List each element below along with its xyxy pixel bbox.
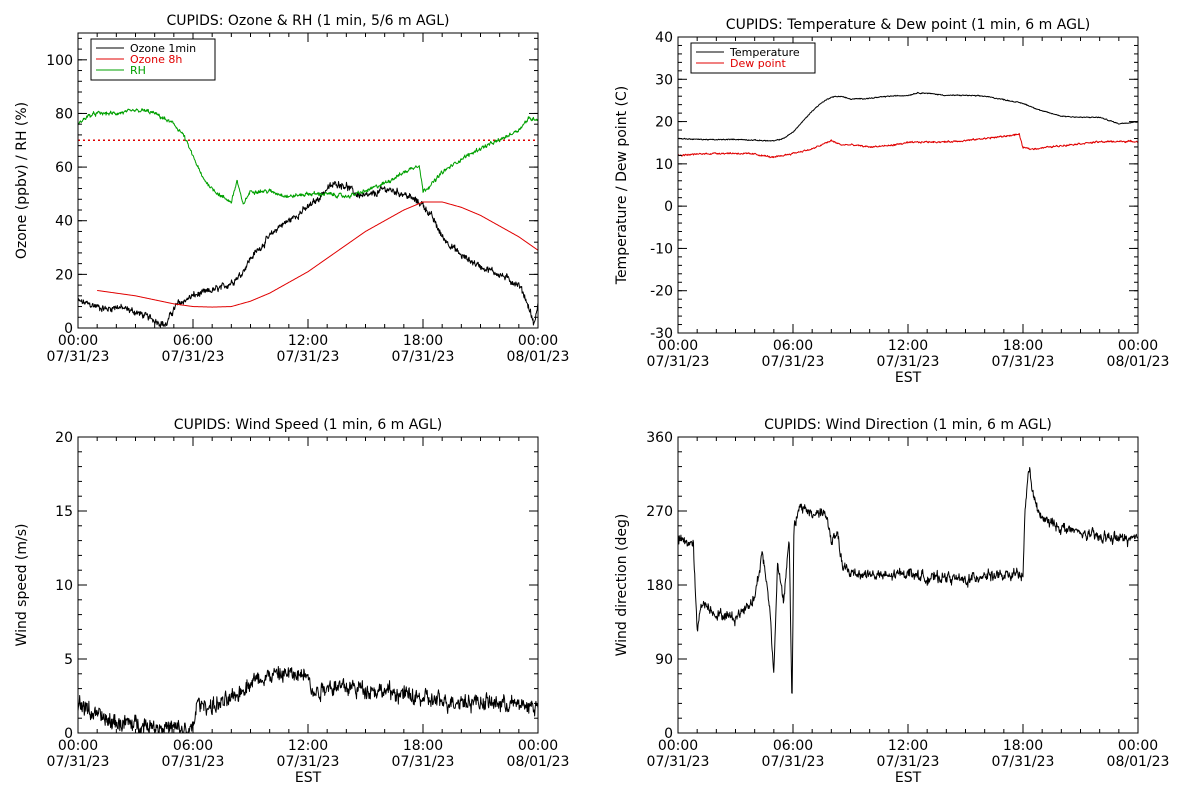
x-tick-label-date: 07/31/23 [992, 754, 1055, 770]
y-tick-label: -20 [650, 284, 673, 300]
x-tick-label-time: 00:00 [58, 333, 98, 349]
x-tick-label-date: 07/31/23 [162, 754, 225, 770]
series-line-2 [678, 132, 1138, 159]
x-tick-label-time: 12:00 [888, 338, 928, 354]
x-tick-label-time: 12:00 [288, 333, 328, 349]
x-tick-label-time: 12:00 [888, 738, 928, 754]
y-tick-label: -30 [650, 326, 673, 342]
x-tick-label-date: 08/01/23 [1107, 754, 1170, 770]
chart-title: CUPIDS: Wind Direction (1 min, 6 m AGL) [764, 417, 1052, 433]
y-tick-label: 0 [64, 321, 73, 337]
chart-panel-1: CUPIDS: Ozone & RH (1 min, 5/6 m AGL) Ozo… [14, 13, 569, 365]
x-tick-label-date: 07/31/23 [277, 349, 340, 365]
x-tick-label-date: 07/31/23 [47, 349, 110, 365]
y-tick-label: 15 [55, 504, 73, 520]
y-tick-label: 0 [64, 726, 73, 742]
legend-label: Ozone 1min [130, 42, 196, 55]
chart-panel-4: CUPIDS: Wind Direction (1 min, 6 m AGL) W… [614, 417, 1169, 786]
x-tick-label-time: 06:00 [773, 738, 813, 754]
x-tick-label-time: 00:00 [658, 738, 698, 754]
y-tick-label: 20 [55, 267, 73, 283]
x-tick-label-time: 18:00 [1003, 738, 1043, 754]
series-line-1 [78, 181, 538, 328]
y-axis-label: Wind speed (m/s) [14, 524, 30, 647]
x-tick-label-date: 07/31/23 [392, 754, 455, 770]
plot-area [678, 91, 1138, 159]
legend-label: Ozone 8h [130, 53, 182, 66]
x-tick-label-time: 18:00 [1003, 338, 1043, 354]
legend-label: Temperature [729, 46, 800, 59]
x-axis-label: EST [895, 770, 922, 786]
x-tick-label-date: 07/31/23 [647, 754, 710, 770]
chart-panel-2: CUPIDS: Temperature & Dew point (1 min, … [614, 17, 1169, 386]
chart-title: CUPIDS: Wind Speed (1 min, 6 m AGL) [174, 417, 442, 433]
x-tick-label-time: 12:00 [288, 738, 328, 754]
y-tick-label: 20 [55, 430, 73, 446]
x-tick-label-time: 00:00 [58, 738, 98, 754]
y-tick-label: 10 [55, 578, 73, 594]
x-tick-label-date: 07/31/23 [47, 754, 110, 770]
x-axis-label: EST [895, 370, 922, 386]
x-tick-label-time: 00:00 [518, 738, 558, 754]
x-tick-label-date: 07/31/23 [162, 349, 225, 365]
y-axis-label: Temperature / Dew point (C) [614, 86, 630, 285]
y-tick-label: 40 [55, 214, 73, 230]
x-tick-label-time: 06:00 [773, 338, 813, 354]
x-tick-label-date: 07/31/23 [762, 354, 825, 370]
legend-label: RH [130, 64, 146, 77]
x-axis-label: EST [295, 770, 322, 786]
y-tick-label: 100 [46, 53, 73, 69]
chart-title: CUPIDS: Temperature & Dew point (1 min, … [726, 17, 1090, 33]
y-tick-label: 60 [55, 160, 73, 176]
x-tick-label-time: 00:00 [1118, 338, 1158, 354]
x-tick-label-time: 00:00 [658, 338, 698, 354]
x-tick-label-date: 08/01/23 [507, 754, 570, 770]
y-tick-label: 180 [646, 578, 673, 594]
x-tick-label-date: 08/01/23 [507, 349, 570, 365]
series-line-2 [97, 201, 538, 308]
y-tick-label: 10 [655, 157, 673, 173]
plot-area [678, 467, 1138, 694]
chart-panel-3: CUPIDS: Wind Speed (1 min, 6 m AGL) Wind … [14, 417, 569, 786]
y-axis-label: Wind direction (deg) [614, 514, 630, 657]
legend-box [690, 42, 816, 74]
y-tick-label: 360 [646, 430, 673, 446]
series-line-1 [678, 91, 1138, 142]
x-tick-label-time: 00:00 [518, 333, 558, 349]
series-line-3 [78, 108, 538, 205]
x-tick-label-date: 07/31/23 [277, 754, 340, 770]
y-axis-label: Ozone (ppbv) / RH (%) [14, 102, 30, 259]
x-tick-label-date: 07/31/23 [392, 349, 455, 365]
y-tick-label: 0 [664, 726, 673, 742]
x-tick-label-time: 06:00 [173, 333, 213, 349]
y-tick-label: 40 [655, 30, 673, 46]
x-tick-label-date: 07/31/23 [992, 354, 1055, 370]
plot-area [78, 108, 538, 328]
y-tick-label: 80 [55, 106, 73, 122]
legend-label: Dew point [730, 57, 786, 70]
y-tick-label: 90 [655, 652, 673, 668]
y-tick-label: -10 [650, 241, 673, 257]
x-tick-label-date: 07/31/23 [877, 754, 940, 770]
y-tick-label: 30 [655, 72, 673, 88]
x-tick-label-time: 18:00 [403, 333, 443, 349]
x-tick-label-time: 18:00 [403, 738, 443, 754]
x-tick-label-date: 08/01/23 [1107, 354, 1170, 370]
series-line-1 [678, 467, 1138, 694]
x-tick-label-time: 06:00 [173, 738, 213, 754]
x-tick-label-date: 07/31/23 [647, 354, 710, 370]
y-tick-label: 0 [664, 199, 673, 215]
y-tick-label: 20 [655, 115, 673, 131]
x-tick-label-date: 07/31/23 [762, 754, 825, 770]
x-tick-label-time: 00:00 [1118, 738, 1158, 754]
x-tick-label-date: 07/31/23 [877, 354, 940, 370]
y-tick-label: 5 [64, 652, 73, 668]
chart-title: CUPIDS: Ozone & RH (1 min, 5/6 m AGL) [166, 13, 449, 29]
y-tick-label: 270 [646, 504, 673, 520]
